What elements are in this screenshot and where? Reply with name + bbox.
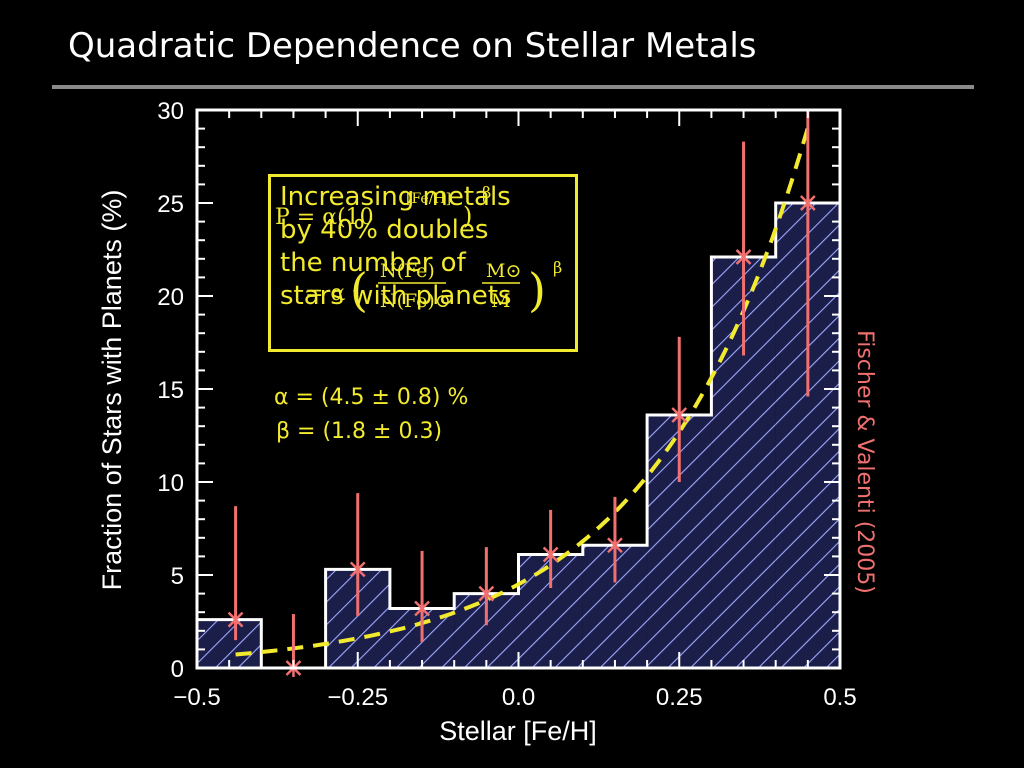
x-tick-label: 0.5 xyxy=(823,684,856,711)
histogram-bars xyxy=(195,201,842,670)
x-tick-label: 0.0 xyxy=(502,684,535,711)
x-tick-label: −0.25 xyxy=(327,684,388,711)
data-point xyxy=(607,536,623,555)
slide-title: Quadratic Dependence on Stellar Metals xyxy=(68,26,757,66)
data-point xyxy=(799,194,816,212)
y-tick-labels: 0 5 10 15 20 25 30 xyxy=(157,98,184,683)
y-tick-label: 0 xyxy=(171,656,184,683)
data-points xyxy=(227,110,816,677)
y-tick-label: 10 xyxy=(157,470,184,497)
y-axis-title: Fraction of Stars with Planets (%) xyxy=(97,190,127,591)
source-credit: Fischer & Valenti (2005) xyxy=(852,330,877,594)
data-point xyxy=(478,584,495,603)
y-tick-label: 20 xyxy=(157,284,184,311)
annotation-text: Increasing metals by 40% doubles the num… xyxy=(280,182,512,311)
x-tick-label: −0.5 xyxy=(173,684,220,711)
data-point xyxy=(227,610,244,629)
data-point xyxy=(414,599,430,618)
y-tick-label: 15 xyxy=(157,377,184,404)
y-tick-label: 30 xyxy=(157,98,184,125)
data-point xyxy=(349,560,366,579)
data-point xyxy=(542,545,559,564)
alpha-value: α = (4.5 ± 0.8) % xyxy=(274,385,469,410)
x-tick-labels: −0.5 −0.25 0.0 0.25 0.5 xyxy=(173,684,856,711)
data-point xyxy=(735,247,752,266)
fit-curve xyxy=(235,127,810,657)
x-axis-title: Stellar [Fe/H] xyxy=(439,716,597,746)
y-tick-label: 25 xyxy=(157,191,184,218)
y-tick-label: 5 xyxy=(171,563,184,590)
data-point xyxy=(671,406,688,425)
x-tick-label: 0.25 xyxy=(656,684,703,711)
axis-ticks xyxy=(197,110,841,668)
beta-value: β = (1.8 ± 0.3) xyxy=(276,419,443,444)
annotation-box xyxy=(268,174,578,352)
histogram-bar xyxy=(197,619,262,668)
fit-curve-layer xyxy=(235,127,810,657)
title-divider xyxy=(52,85,974,89)
